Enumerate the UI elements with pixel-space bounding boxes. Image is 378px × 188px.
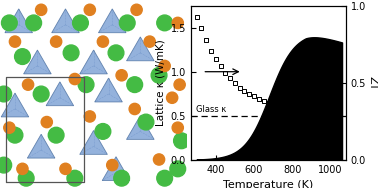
Circle shape xyxy=(170,161,186,177)
Circle shape xyxy=(114,170,130,186)
Circle shape xyxy=(15,49,30,64)
Point xyxy=(318,106,324,109)
Circle shape xyxy=(84,4,95,15)
Circle shape xyxy=(116,70,127,81)
Circle shape xyxy=(0,157,12,173)
Polygon shape xyxy=(127,115,154,139)
Point xyxy=(217,65,223,68)
Circle shape xyxy=(36,4,47,15)
Circle shape xyxy=(41,116,53,128)
Point xyxy=(237,86,243,89)
Circle shape xyxy=(19,170,34,186)
Circle shape xyxy=(95,124,111,139)
Point xyxy=(208,49,214,52)
Circle shape xyxy=(4,122,15,133)
Point xyxy=(227,76,233,79)
Point xyxy=(323,106,329,109)
Circle shape xyxy=(73,15,88,31)
Polygon shape xyxy=(24,50,51,74)
Circle shape xyxy=(97,36,108,47)
Point xyxy=(246,92,252,95)
Point xyxy=(299,106,305,109)
Y-axis label: Lattice κ (W/mK): Lattice κ (W/mK) xyxy=(155,39,165,126)
Circle shape xyxy=(153,154,165,165)
Point xyxy=(289,106,295,109)
Point xyxy=(256,98,262,101)
Circle shape xyxy=(157,15,172,31)
Circle shape xyxy=(144,36,155,47)
Point xyxy=(270,103,276,106)
Circle shape xyxy=(167,92,178,103)
Circle shape xyxy=(172,17,183,29)
Point xyxy=(328,106,334,109)
Y-axis label: ZT: ZT xyxy=(367,76,377,90)
Polygon shape xyxy=(52,9,79,33)
Circle shape xyxy=(2,15,17,31)
Point xyxy=(213,58,219,61)
Circle shape xyxy=(22,79,34,90)
Polygon shape xyxy=(127,37,154,61)
Circle shape xyxy=(17,163,28,174)
Polygon shape xyxy=(80,130,107,154)
Point xyxy=(222,71,228,74)
Text: Glass κ: Glass κ xyxy=(196,105,226,114)
Circle shape xyxy=(67,170,83,186)
Polygon shape xyxy=(1,93,29,117)
Circle shape xyxy=(69,74,81,85)
Circle shape xyxy=(174,79,185,90)
Circle shape xyxy=(7,127,23,143)
Point xyxy=(232,82,238,85)
Circle shape xyxy=(129,103,140,114)
Circle shape xyxy=(48,127,64,143)
Point xyxy=(332,106,338,109)
Circle shape xyxy=(9,36,20,47)
Circle shape xyxy=(51,36,62,47)
Circle shape xyxy=(0,86,12,102)
Polygon shape xyxy=(102,157,130,180)
Circle shape xyxy=(151,67,167,83)
Point xyxy=(280,105,286,108)
Circle shape xyxy=(84,111,95,122)
Polygon shape xyxy=(5,9,33,33)
Point xyxy=(194,16,200,19)
Point xyxy=(260,99,266,102)
Polygon shape xyxy=(99,9,126,33)
Point xyxy=(203,39,209,42)
Polygon shape xyxy=(80,50,107,74)
Circle shape xyxy=(138,114,154,130)
Polygon shape xyxy=(46,82,74,106)
Circle shape xyxy=(172,122,183,133)
Circle shape xyxy=(26,15,42,31)
Point xyxy=(294,106,300,109)
Circle shape xyxy=(107,159,118,171)
Point xyxy=(265,101,271,104)
Point xyxy=(313,106,319,109)
Circle shape xyxy=(63,45,79,61)
Point xyxy=(308,106,314,109)
Point xyxy=(285,105,291,108)
Polygon shape xyxy=(27,134,55,158)
Circle shape xyxy=(174,133,189,149)
Circle shape xyxy=(60,163,71,174)
Circle shape xyxy=(108,45,124,61)
X-axis label: Temperature (K): Temperature (K) xyxy=(223,180,313,188)
Circle shape xyxy=(159,60,170,72)
Circle shape xyxy=(119,15,135,31)
Circle shape xyxy=(157,170,172,186)
Circle shape xyxy=(127,77,143,92)
Point xyxy=(242,90,248,93)
Circle shape xyxy=(33,86,49,102)
Point xyxy=(304,106,310,109)
Circle shape xyxy=(131,4,142,15)
Polygon shape xyxy=(95,78,122,102)
Point xyxy=(337,106,343,109)
Point xyxy=(251,95,257,98)
Point xyxy=(198,26,204,29)
Circle shape xyxy=(78,77,94,92)
Point xyxy=(275,104,281,107)
